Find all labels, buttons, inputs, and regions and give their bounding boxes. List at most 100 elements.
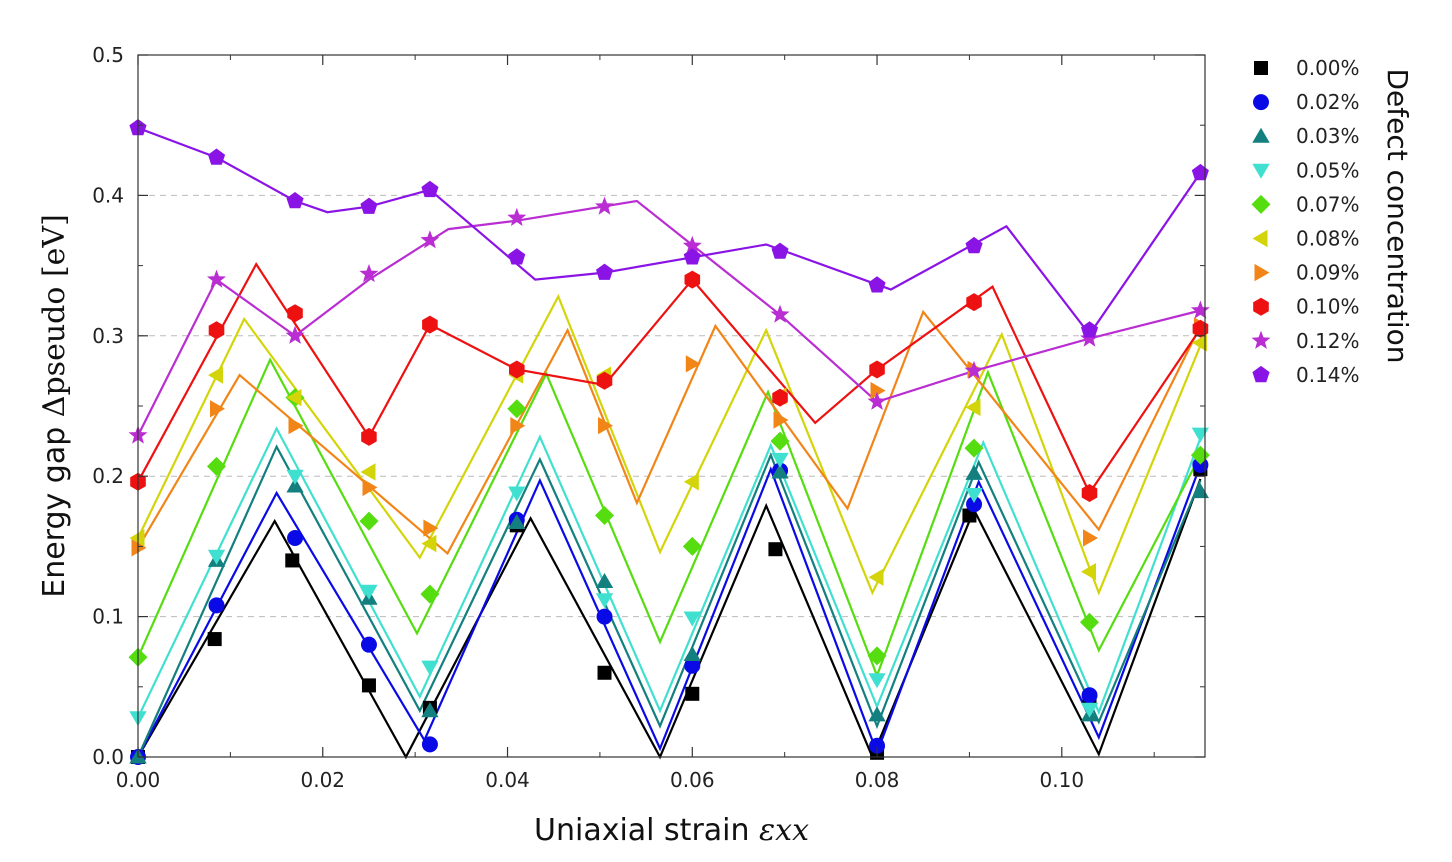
data-point-2	[771, 463, 789, 479]
data-point-5	[129, 529, 145, 547]
data-point-4	[867, 646, 887, 666]
data-point-4	[507, 399, 527, 419]
legend-label-2: 0.03%	[1296, 124, 1360, 148]
data-point-3	[508, 486, 526, 502]
data-point-7	[287, 304, 303, 323]
data-point-2	[595, 573, 614, 588]
data-point-6	[870, 381, 886, 400]
data-point-5	[286, 388, 302, 407]
tick-labels: 0.00 0.02 0.04 0.06 0.08 0.10 0.0 0.1 0.2 0.3 0.4 0…	[92, 43, 1084, 792]
x-axis-title-math: εxx	[759, 813, 809, 848]
data-point-7	[361, 427, 377, 446]
legend-marker-8	[1251, 330, 1271, 349]
y-tick-label: 0.0	[92, 745, 124, 769]
series-line-4	[136, 357, 1202, 679]
data-point-5	[360, 463, 376, 481]
data-point-3	[1080, 702, 1099, 718]
data-point-9	[868, 276, 886, 293]
data-point-1	[596, 608, 613, 625]
data-point-0	[207, 632, 222, 647]
data-point-9	[508, 248, 526, 265]
data-point-8	[507, 207, 527, 226]
data-point-2	[508, 514, 526, 529]
data-point-7	[422, 315, 438, 334]
data-point-3	[360, 584, 378, 600]
data-point-6	[288, 417, 304, 435]
data-point-9	[965, 236, 983, 254]
legend: 0.00% 0.02% 0.03% 0.05% 0.07% 0.08% 0.09% 0.10%…	[1251, 56, 1360, 387]
legend-marker-5	[1252, 229, 1268, 248]
series-line-5	[137, 293, 1202, 596]
data-point-6	[131, 539, 147, 557]
data-point-9	[286, 192, 304, 209]
legend-label-8: 0.12%	[1296, 329, 1360, 353]
data-point-2	[965, 464, 983, 480]
legend-label-6: 0.09%	[1296, 261, 1360, 285]
data-point-5	[965, 398, 981, 417]
data-point-5	[1081, 563, 1096, 581]
data-point-4	[359, 511, 379, 531]
data-point-1	[1081, 687, 1098, 704]
data-point-7	[966, 293, 982, 312]
data-point-7	[869, 360, 885, 379]
data-point-1	[287, 529, 304, 546]
data-point-8	[1080, 328, 1099, 347]
data-point-8	[770, 304, 790, 323]
data-point-0	[768, 542, 783, 557]
legend-label-1: 0.02%	[1296, 90, 1360, 114]
data-point-1	[1192, 456, 1209, 473]
data-point-3	[965, 488, 983, 503]
data-point-3	[207, 549, 226, 565]
x-tick-label: 0.04	[485, 768, 530, 792]
y-tick-label: 0.2	[92, 464, 124, 488]
y-axis-title-math: Δpseudo [eV]	[37, 214, 72, 417]
data-point-2	[421, 702, 439, 718]
data-point-8	[682, 235, 702, 254]
data-point-3	[595, 593, 614, 609]
data-point-8	[285, 325, 305, 344]
data-point-0	[285, 553, 300, 568]
data-point-8	[964, 360, 984, 379]
legend-marker-4	[1251, 194, 1271, 214]
legend-marker-7	[1253, 297, 1269, 316]
legend-label-3: 0.05%	[1296, 158, 1360, 182]
data-point-1	[684, 657, 701, 674]
series-line-1	[137, 464, 1202, 758]
data-point-6	[1083, 529, 1098, 547]
data-point-3	[771, 452, 789, 468]
data-point-8	[420, 230, 440, 249]
data-point-2	[683, 646, 701, 661]
y-axis-title-text: Energy gap	[37, 417, 72, 598]
data-point-4	[595, 506, 614, 525]
data-point-0	[361, 678, 376, 693]
data-point-6	[210, 400, 225, 418]
data-point-2	[868, 706, 886, 722]
data-point-6	[773, 411, 789, 429]
data-point-7	[509, 360, 525, 379]
data-point-5	[421, 534, 437, 553]
data-point-3	[868, 673, 886, 689]
data-point-4	[207, 456, 226, 476]
y-tick-label: 0.5	[92, 43, 124, 67]
data-point-3	[683, 611, 701, 627]
data-point-8	[867, 391, 887, 410]
x-axis-title-text: Uniaxial strain	[534, 813, 759, 848]
x-tick-label: 0.02	[300, 768, 345, 792]
data-point-2	[286, 477, 304, 493]
data-point-7	[1192, 319, 1209, 338]
data-point-9	[421, 180, 439, 198]
data-point-7	[208, 321, 225, 340]
legend-label-5: 0.08%	[1296, 227, 1360, 251]
data-point-7	[596, 371, 613, 390]
data-point-6	[598, 417, 613, 435]
legend-label-7: 0.10%	[1296, 295, 1360, 319]
data-point-1	[966, 496, 983, 513]
data-point-9	[683, 248, 701, 265]
series-line-0	[137, 478, 1202, 760]
data-point-8	[207, 269, 226, 288]
data-point-8	[359, 264, 379, 283]
data-point-4	[420, 584, 440, 604]
axis-ticks	[137, 54, 1205, 758]
